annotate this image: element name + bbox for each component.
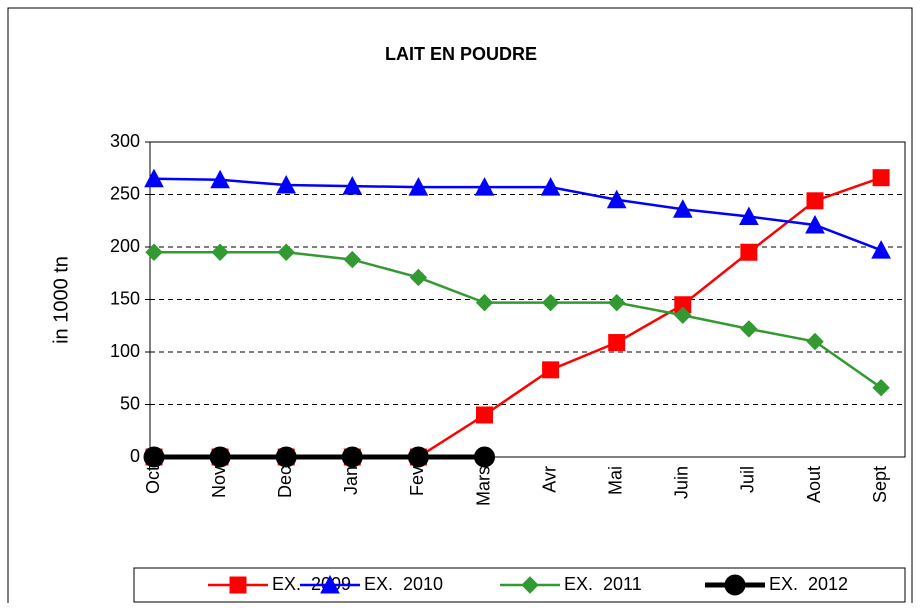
legend-label: EX. 2010 [364, 574, 443, 594]
data-point [210, 169, 230, 189]
data-point [740, 243, 758, 261]
x-tick-label: Mai [605, 466, 625, 495]
x-tick-label: Dec [275, 466, 295, 498]
data-point [276, 174, 297, 194]
data-point [474, 446, 495, 468]
data-point [805, 214, 825, 234]
data-point [740, 320, 758, 338]
series-line [154, 251, 882, 389]
data-point [474, 177, 495, 196]
x-tick-label: Nov [209, 466, 229, 498]
x-tick-label: Juil [738, 466, 758, 493]
data-point [739, 206, 759, 226]
legend-marker [521, 576, 539, 594]
y-tick-label: 50 [120, 393, 140, 413]
plot-frame [149, 141, 906, 458]
y-tick-label: 200 [110, 236, 140, 256]
data-point [608, 334, 626, 352]
data-point [407, 446, 429, 468]
data-point [475, 293, 494, 312]
data-point [341, 446, 363, 468]
data-point [277, 243, 295, 261]
x-tick-label: Avr [539, 466, 559, 493]
y-tick-label: 0 [130, 446, 140, 466]
legend-marker [724, 574, 746, 596]
data-point [674, 306, 692, 324]
x-tick-label: Fev [407, 466, 427, 496]
data-point [275, 446, 297, 468]
data-point [672, 199, 693, 218]
data-point [408, 177, 429, 196]
data-point [871, 240, 891, 259]
x-tick-label: Juin [672, 466, 692, 499]
x-tick-label: Mars [473, 466, 493, 506]
data-point [540, 177, 561, 196]
data-point [343, 250, 362, 269]
data-point [209, 446, 231, 468]
legend-marker [229, 576, 247, 594]
x-tick-label: Oct [143, 466, 163, 494]
data-point [806, 332, 824, 351]
data-point [476, 406, 493, 424]
y-tick-label: 300 [110, 131, 140, 151]
legend-label: EX. 2012 [769, 574, 848, 594]
data-point [342, 176, 363, 195]
data-point [542, 361, 560, 379]
data-point [211, 243, 229, 261]
data-point [541, 293, 560, 312]
data-point [872, 378, 890, 397]
data-point [607, 293, 626, 312]
data-point [409, 268, 428, 287]
data-point [606, 189, 627, 209]
y-tick-label: 250 [110, 183, 140, 203]
data-point [144, 168, 164, 188]
data-point [806, 192, 824, 210]
y-tick-label: 150 [110, 288, 140, 308]
chart-title: LAIT EN POUDRE [385, 44, 537, 64]
x-tick-label: Aout [804, 466, 824, 503]
data-point [143, 446, 165, 468]
data-point [145, 243, 163, 261]
y-axis-label: in 1000 tn [50, 256, 72, 344]
y-tick-label: 100 [110, 341, 140, 361]
data-point [872, 169, 890, 187]
legend-label: EX. 2011 [564, 574, 642, 594]
x-tick-label: Jan [341, 466, 361, 495]
series-line [153, 177, 882, 252]
x-tick-label: Sept [870, 466, 890, 503]
chart-frame [7, 7, 913, 608]
legend-marker [320, 574, 340, 594]
